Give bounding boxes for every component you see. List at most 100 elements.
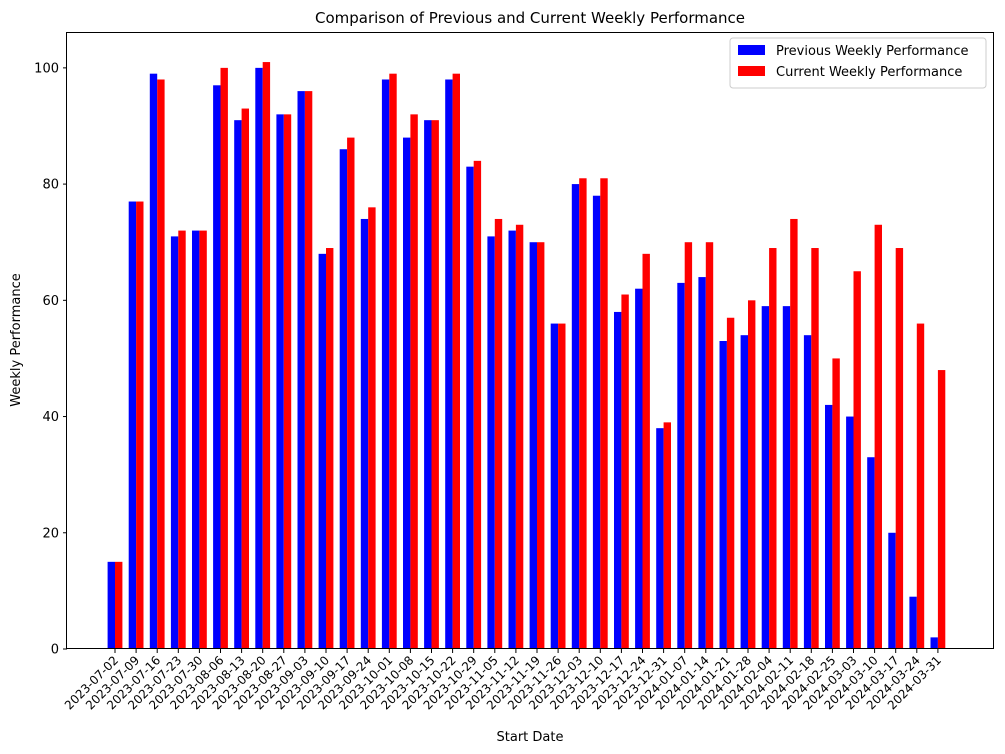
bar-previous: [360, 218, 369, 649]
legend: Previous Weekly Performance Current Weekl…: [729, 37, 987, 89]
bar-current: [916, 323, 925, 649]
bar-previous: [128, 201, 137, 649]
bar-current: [515, 224, 524, 649]
bar-previous: [550, 323, 559, 649]
bar-previous: [867, 457, 875, 649]
bar-current: [115, 561, 123, 649]
bar-previous: [213, 85, 221, 650]
bar-current: [895, 248, 904, 649]
bar-current: [410, 114, 418, 650]
bar-current: [811, 248, 819, 649]
bar-previous: [149, 73, 158, 650]
bar-current: [642, 253, 650, 649]
bar-previous: [192, 230, 200, 649]
bar-previous: [529, 242, 537, 649]
legend-frame: [729, 37, 987, 89]
bar-previous: [888, 532, 896, 649]
bar-previous: [297, 91, 305, 650]
bar-current: [452, 73, 460, 650]
bar-previous: [508, 230, 516, 649]
bar-previous: [424, 120, 432, 650]
plot-frame: [66, 32, 994, 649]
bar-current: [283, 114, 292, 650]
bar-current: [178, 230, 186, 649]
bar-previous: [614, 311, 622, 649]
bar-current: [726, 317, 735, 649]
bar-current: [769, 248, 777, 649]
bar-previous: [445, 79, 453, 650]
bar-current: [663, 422, 671, 649]
bar-previous: [466, 166, 474, 649]
bar-previous: [403, 137, 411, 649]
legend-swatch: [738, 66, 765, 76]
bar-current: [579, 178, 587, 649]
bar-previous: [677, 282, 685, 649]
bar-previous: [592, 195, 601, 649]
bar-previous: [381, 79, 390, 650]
bar-current: [494, 218, 503, 649]
bar-current: [136, 201, 144, 649]
bar-current: [347, 137, 355, 649]
bar-current: [937, 370, 946, 649]
y-tick-label: 80: [42, 178, 59, 193]
bar-current: [537, 242, 545, 649]
bar-previous: [276, 114, 284, 650]
bar-previous: [234, 120, 242, 650]
bar-current: [832, 358, 840, 649]
bar-current: [853, 271, 861, 649]
legend-label: Previous Weekly Performance: [776, 44, 969, 59]
bar-previous: [930, 637, 938, 649]
legend-swatch: [738, 45, 765, 55]
bar-current: [431, 120, 439, 650]
bar-previous: [107, 561, 115, 649]
bar-current: [368, 207, 376, 649]
chart-title: Comparison of Previous and Current Weekl…: [315, 9, 745, 27]
bar-previous: [339, 149, 348, 650]
legend-label: Current Weekly Performance: [776, 65, 962, 80]
x-axis-label: Start Date: [497, 730, 564, 745]
bar-previous: [825, 404, 833, 649]
bar-previous: [255, 67, 263, 650]
bar-previous: [740, 335, 748, 649]
bar-current: [473, 160, 482, 649]
bar-current: [241, 108, 249, 650]
bar-previous: [698, 277, 706, 649]
bar-current: [326, 248, 334, 649]
bar-current: [199, 230, 207, 649]
bar-previous: [761, 306, 770, 649]
y-tick-label: 40: [42, 410, 59, 425]
bar-current: [684, 242, 693, 649]
bar-previous: [487, 236, 495, 649]
bar-current: [262, 62, 271, 650]
bar-current: [157, 79, 165, 650]
bar-current: [304, 91, 313, 650]
y-tick-label: 100: [34, 61, 59, 76]
y-axis: 0 20 40 60 80 100: [34, 61, 67, 658]
bar-previous: [318, 253, 326, 649]
bar-previous: [782, 306, 791, 649]
bar-current: [748, 300, 756, 649]
bars-layer: [107, 62, 946, 650]
bar-current: [600, 178, 608, 649]
bar-previous: [170, 236, 179, 649]
bar-current: [705, 242, 714, 649]
bar-previous: [571, 184, 580, 649]
bar-current: [558, 323, 566, 649]
y-tick-label: 60: [42, 294, 59, 309]
bar-previous: [803, 335, 812, 649]
bar-current: [621, 294, 629, 649]
y-tick-label: 0: [51, 643, 59, 658]
bar-current: [389, 73, 397, 650]
x-axis: 2023-07-022023-07-092023-07-162023-07-23…: [62, 649, 944, 712]
bar-current: [874, 224, 882, 649]
bar-current: [220, 67, 228, 650]
y-axis-label: Weekly Performance: [9, 273, 24, 406]
bar-previous: [909, 596, 917, 649]
bar-previous: [846, 416, 854, 649]
bar-current: [790, 218, 798, 649]
bar-previous: [635, 288, 643, 649]
bar-previous: [656, 428, 664, 649]
y-tick-label: 20: [42, 526, 59, 541]
bar-previous: [719, 341, 727, 649]
